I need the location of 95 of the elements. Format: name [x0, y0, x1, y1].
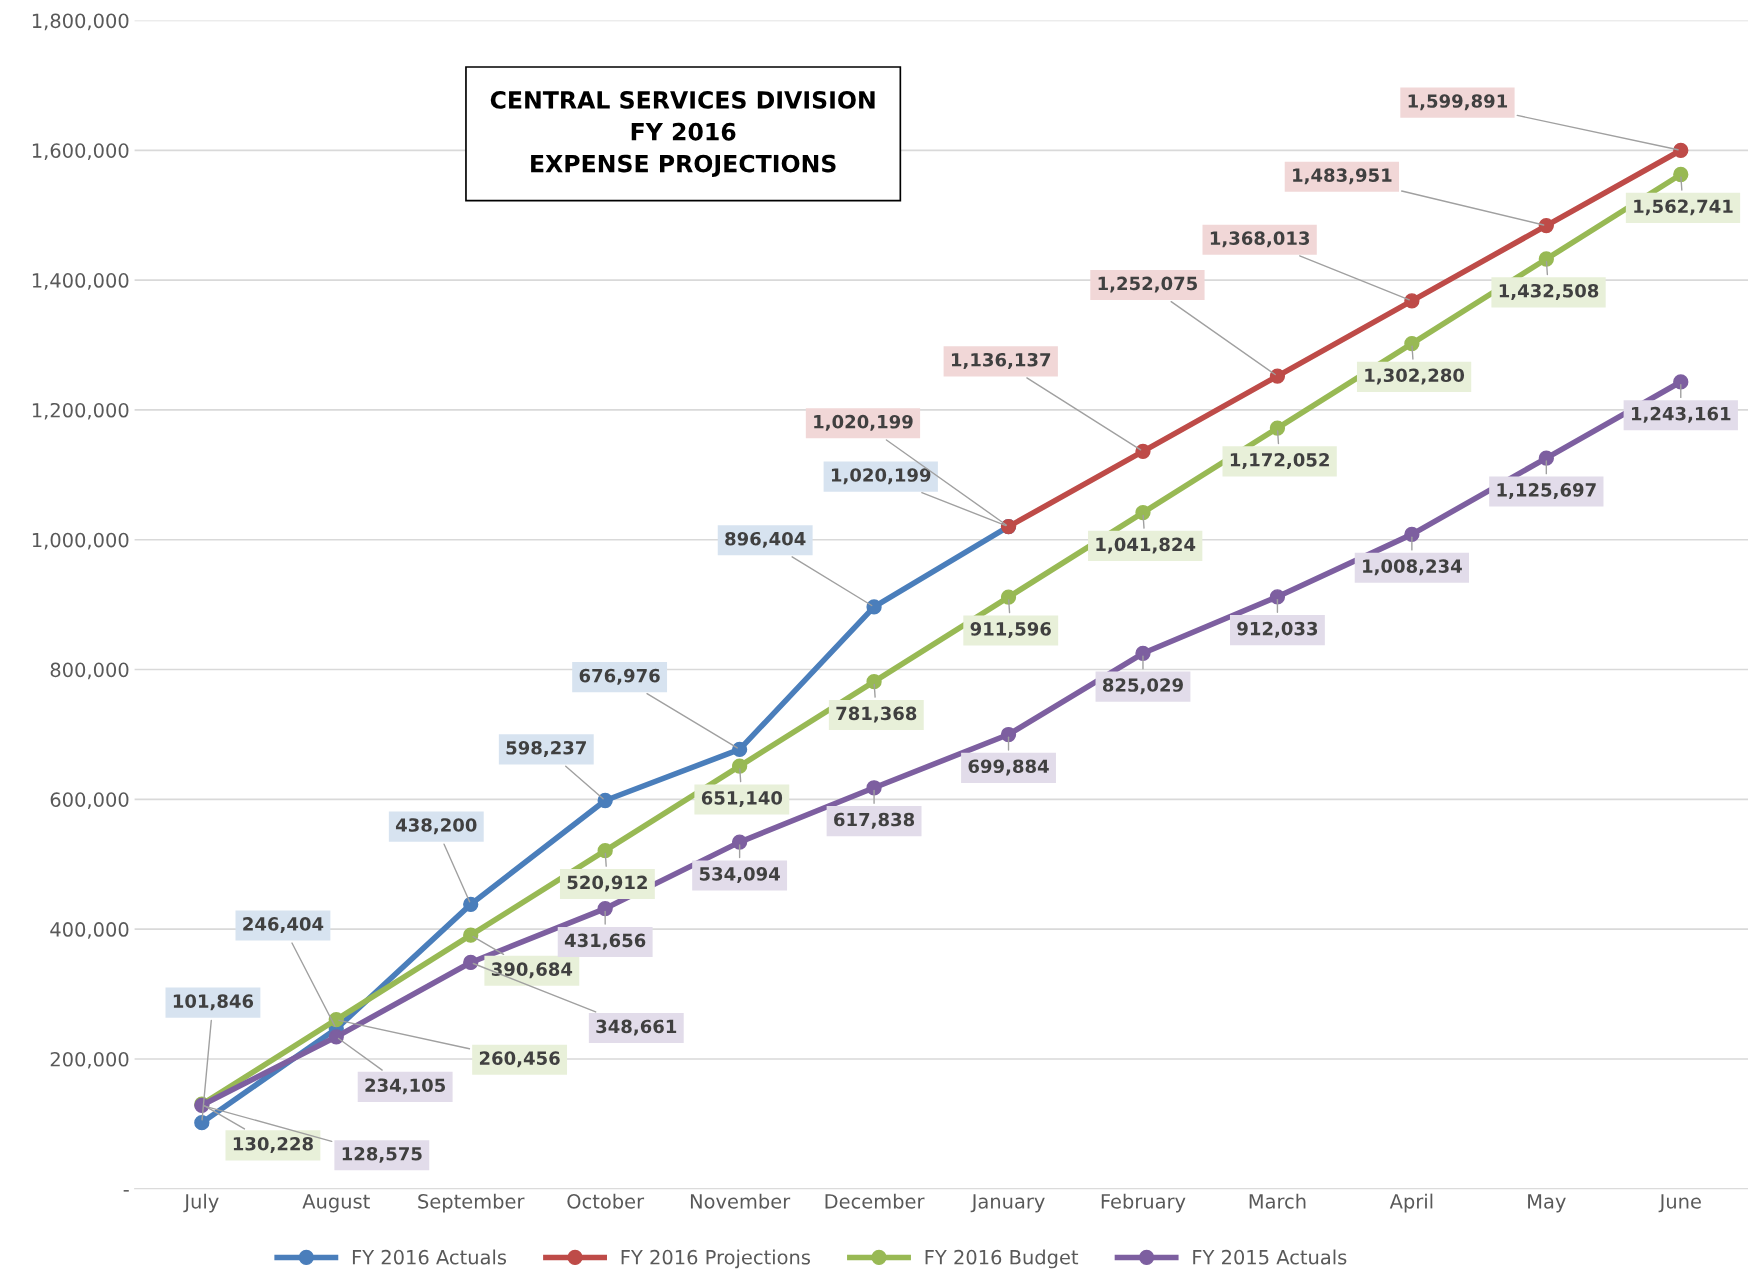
x-tick-label: January: [970, 1194, 1045, 1213]
point: [328, 1029, 344, 1045]
point: [1000, 726, 1017, 743]
data-label: 617,838: [834, 812, 915, 829]
data-label: 1,252,075: [1098, 276, 1197, 293]
x-tick-label: April: [1389, 1193, 1433, 1213]
data-label: 781,368: [836, 706, 917, 723]
data-label: 246,404: [243, 917, 324, 934]
data-label: 1,432,508: [1499, 283, 1599, 300]
data-label: 1,041,824: [1096, 537, 1196, 554]
y-tick-label: -: [123, 1190, 129, 1192]
data-label: 699,884: [968, 759, 1049, 776]
data-label: 1,020,199: [814, 414, 913, 431]
point: [866, 673, 882, 690]
point: [463, 927, 479, 943]
point: [1538, 217, 1554, 234]
data-label: 234,105: [365, 1078, 446, 1095]
data-label: 101,846: [173, 994, 254, 1011]
data-label: 520,912: [567, 875, 647, 892]
point: [1673, 166, 1689, 183]
point: [1404, 526, 1420, 543]
data-label: 651,140: [701, 791, 783, 808]
x-tick-label: June: [1658, 1194, 1701, 1213]
x-tick-label: March: [1249, 1193, 1306, 1209]
x-tick-label: February: [1101, 1193, 1186, 1213]
y-tick-label: 200,000: [50, 1051, 129, 1069]
data-label: 534,094: [699, 867, 780, 883]
data-label: 1,302,280: [1365, 368, 1465, 385]
legend-label: FY 2016 Projections: [621, 1249, 810, 1269]
point: [1269, 368, 1286, 384]
legend-label: FY 2015 Actuals: [1193, 1249, 1347, 1265]
point: [1538, 251, 1554, 267]
point: [731, 834, 748, 850]
data-label: 438,200: [395, 818, 477, 835]
data-label: 896,404: [725, 531, 806, 548]
data-label: 825,029: [1102, 678, 1183, 695]
data-label: 1,125,697: [1497, 483, 1596, 500]
data-label: 1,172,052: [1230, 452, 1329, 469]
point: [866, 599, 882, 615]
point: [463, 896, 479, 912]
x-tick-label: November: [690, 1193, 791, 1209]
data-label: 128,575: [342, 1146, 422, 1163]
data-label: 911,596: [970, 622, 1051, 638]
point: [463, 954, 479, 971]
point: [1404, 335, 1420, 352]
data-label: 431,656: [564, 933, 646, 950]
point: [731, 758, 748, 774]
point: [866, 780, 882, 796]
point: [194, 1115, 210, 1131]
text: CENTRAL SERVICES DIVISION FY 2016 EXPENSE PROJECTIONS: [490, 90, 875, 177]
point: [1538, 450, 1554, 466]
data-label: 1,243,161: [1631, 406, 1731, 423]
point: [731, 741, 748, 758]
y-tick-label: 400,000: [50, 922, 129, 939]
data-label: 912,033: [1237, 621, 1318, 638]
data-label: 130,228: [233, 1136, 313, 1153]
y-tick-label: 1,000,000: [32, 532, 129, 550]
data-label: 676,976: [579, 668, 660, 685]
data-label: 390,684: [491, 962, 573, 979]
y-tick-label: 800,000: [50, 662, 129, 680]
y-tick-label: 1,400,000: [32, 273, 129, 290]
data-label: 1,483,951: [1293, 168, 1392, 185]
point: [1135, 443, 1151, 460]
x-tick-label: May: [1528, 1194, 1566, 1213]
legend-label: FY 2016 Budget: [925, 1249, 1079, 1269]
data-label: 1,008,234: [1363, 559, 1462, 576]
legend-label: FY 2016 Actuals: [352, 1249, 507, 1265]
data-label: 1,368,013: [1210, 231, 1310, 248]
point: [1269, 589, 1286, 605]
point: [1404, 293, 1420, 309]
data-label: 1,020,199: [831, 468, 931, 485]
point: [1135, 645, 1151, 661]
point: [597, 843, 613, 859]
y-tick-label: 1,800,000: [32, 13, 129, 31]
x-tick-label: August: [302, 1194, 370, 1213]
x-tick-label: July: [183, 1193, 219, 1213]
point: [597, 900, 613, 917]
y-tick-label: 1,600,000: [32, 143, 129, 160]
x-tick-label: October: [567, 1193, 645, 1209]
data-label: 260,456: [479, 1051, 560, 1068]
point: [597, 792, 613, 809]
point: [1673, 142, 1689, 159]
data-label: 348,661: [596, 1019, 677, 1036]
data-label: 1,562,741: [1634, 199, 1733, 216]
data-label: 1,136,137: [951, 352, 1051, 369]
point: [1135, 504, 1151, 521]
data-label: 1,599,891: [1408, 94, 1508, 111]
point: [1673, 374, 1689, 390]
x-tick-label: December: [825, 1193, 925, 1209]
y-tick-label: 1,200,000: [32, 402, 129, 420]
y-tick-label: 600,000: [50, 792, 129, 809]
x-tick-label: September: [418, 1193, 525, 1213]
point: [1000, 589, 1017, 605]
data-label: 598,237: [506, 740, 586, 757]
point: [1269, 420, 1286, 436]
